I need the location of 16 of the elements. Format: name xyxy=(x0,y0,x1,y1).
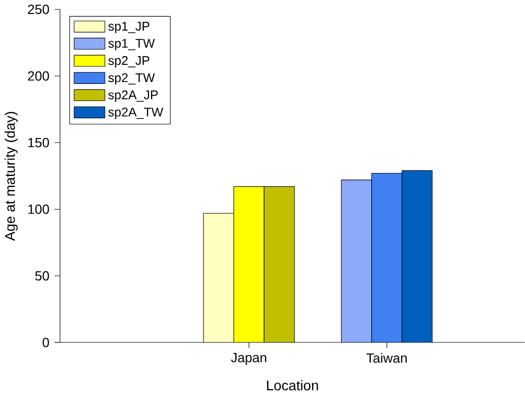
x-axis-title: Location xyxy=(267,380,318,390)
legend-label: sp2A_JP xyxy=(108,90,158,102)
y-tick-label: 200 xyxy=(28,71,49,81)
y-tick-label: 0 xyxy=(42,338,49,348)
legend-label: sp2A_TW xyxy=(108,108,164,119)
y-tick-label: 250 xyxy=(28,4,49,14)
x-tick-label: Japan xyxy=(231,352,266,365)
legend-label: sp1_JP xyxy=(108,22,150,34)
legend-label: sp1_TW xyxy=(108,38,155,50)
x-tick-label: Taiwan xyxy=(366,352,407,363)
legend-label: sp2_TW xyxy=(108,73,155,85)
y-axis-title: Age at maturity (day) xyxy=(4,112,18,241)
legend-label: sp2_JP xyxy=(108,56,150,68)
y-tick-label: 50 xyxy=(35,271,49,281)
y-tick-label: 100 xyxy=(28,204,49,214)
y-tick-label: 150 xyxy=(28,138,49,148)
